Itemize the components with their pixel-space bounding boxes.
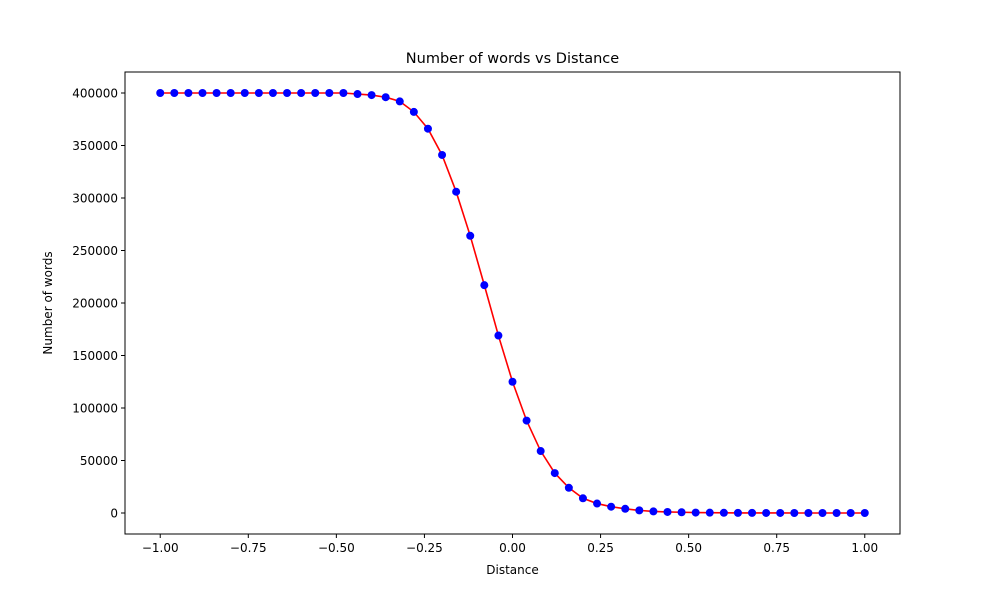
x-tick-label: −0.50 [318,541,355,555]
data-point [254,89,263,97]
data-point [367,91,376,100]
plot-area [124,71,901,535]
data-point [226,89,235,97]
y-tick-label: 0 [110,507,118,521]
y-tick-label: 250000 [72,244,118,258]
y-axis-label: Number of words [41,251,55,354]
data-point [212,89,221,97]
data-point [522,416,531,425]
data-point [170,89,179,97]
data-point [353,90,362,99]
y-tick-label: 100000 [72,402,118,416]
data-point [635,506,644,515]
y-tick-label: 300000 [72,192,118,206]
x-tick-label: 0.25 [587,541,614,555]
y-tick-label: 150000 [72,349,118,363]
x-tick-label: 0.50 [675,541,702,555]
y-tick-label: 50000 [80,454,118,468]
data-point [240,89,249,97]
data-point [719,508,728,517]
data-point [564,483,573,492]
data-point [832,509,841,517]
data-point [621,504,630,513]
data-point [466,231,475,240]
data-point [593,499,602,508]
data-point [748,508,757,517]
data-point [776,508,785,517]
data-point [381,93,390,102]
data-point [494,331,503,340]
data-point [325,89,334,97]
data-point [705,508,714,517]
data-point [536,447,545,456]
data-point [607,502,616,511]
data-point [818,509,827,517]
data-point [733,508,742,517]
data-point [184,89,193,97]
y-axis: 0 50000 100000 150000 200000 250000 300000 3500… [72,87,125,521]
data-point [311,89,320,97]
data-point [790,509,799,517]
y-tick-label: 200000 [72,297,118,311]
data-point [480,281,489,290]
y-tick-label: 400000 [72,87,118,101]
data-point [198,89,207,97]
chart-title: Number of words vs Distance [406,51,619,67]
data-point [508,377,517,386]
x-tick-label: −1.00 [142,541,179,555]
data-point [156,89,165,97]
data-point [409,107,418,116]
data-point [297,89,306,97]
x-tick-label: −0.25 [406,541,443,555]
data-point [677,508,686,517]
data-point [846,509,855,517]
data-point [452,187,461,196]
data-point [438,150,447,159]
data-point [578,494,587,503]
x-tick-label: 0.75 [763,541,790,555]
data-point [268,89,277,97]
data-point [649,507,658,516]
data-point [762,508,771,517]
data-point [283,89,292,97]
data-point [423,124,432,133]
y-tick-label: 350000 [72,139,118,153]
data-point [860,509,869,517]
x-tick-label: −0.75 [230,541,267,555]
data-point [339,89,348,97]
data-point [663,507,672,516]
x-tick-label: 0.00 [499,541,526,555]
x-tick-label: 1.00 [851,541,878,555]
series-layer [156,89,869,517]
data-point [395,97,404,106]
data-point [804,509,813,517]
data-point [550,469,559,478]
data-point [691,508,700,517]
x-axis: −1.00 −0.75 −0.50 −0.25 0.00 0.25 0.50 0.75 1.00 [142,534,878,555]
x-axis-label: Distance [486,563,538,577]
